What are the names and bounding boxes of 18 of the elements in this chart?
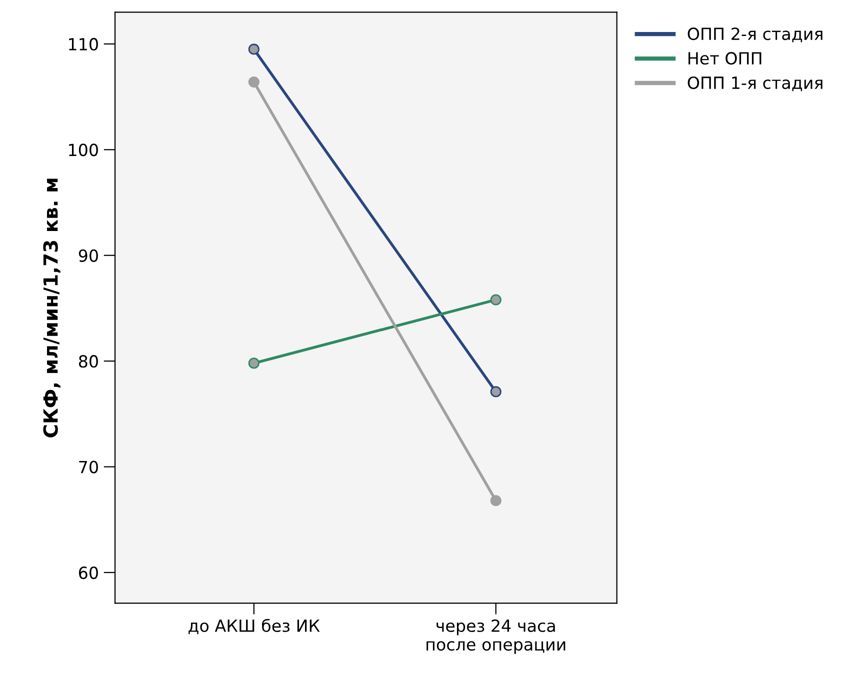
point bbox=[248, 76, 260, 88]
legend-label: ОПП 1-я стадия bbox=[688, 76, 822, 92]
x-tick-label: через 24 часа после операции bbox=[426, 619, 566, 654]
y-tick-label: 60 bbox=[79, 566, 98, 580]
point bbox=[490, 294, 502, 306]
y-axis-title: СКФ, мл/мин/1,73 кв. м bbox=[43, 178, 60, 438]
y-tick-label: 110 bbox=[69, 38, 98, 51]
y-tick-label: 70 bbox=[79, 460, 98, 474]
y-tick-label: 80 bbox=[78, 355, 98, 368]
x-tick-label: до АКШ без ИК bbox=[188, 618, 320, 634]
legend-label: ОПП 2-я стадия bbox=[688, 28, 822, 42]
point bbox=[490, 495, 502, 506]
point bbox=[490, 386, 502, 398]
point bbox=[248, 358, 260, 369]
y-tick-label: 90 bbox=[78, 249, 98, 262]
legend-label: Нет ОПП bbox=[688, 52, 762, 65]
point bbox=[248, 44, 260, 55]
y-tick-label: 100 bbox=[69, 144, 98, 156]
